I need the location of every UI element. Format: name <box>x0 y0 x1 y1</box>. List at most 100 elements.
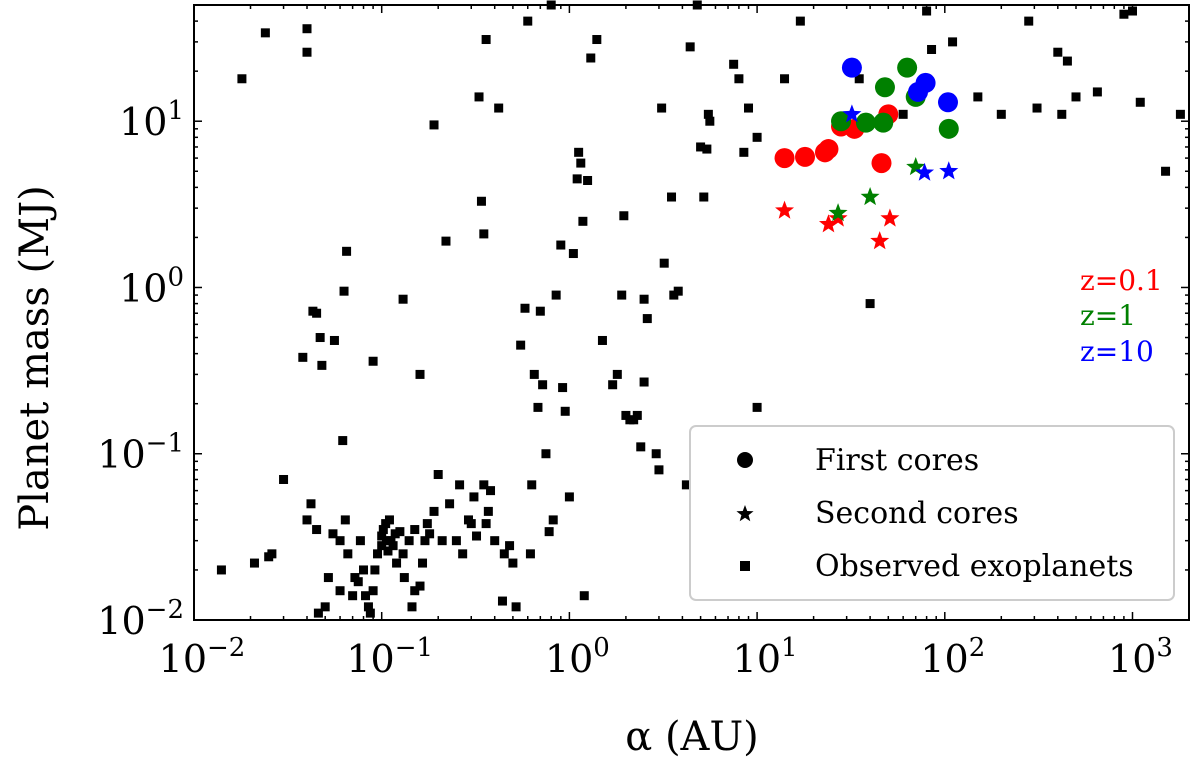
exoplanet-point <box>490 536 500 546</box>
first-core-point <box>855 112 876 133</box>
exoplanet-point <box>1062 56 1072 66</box>
exoplanet-point <box>564 492 574 502</box>
exoplanet-point <box>636 442 646 452</box>
exoplanet-point <box>302 47 312 57</box>
legend-box <box>689 425 1175 601</box>
exoplanet-point <box>373 549 383 559</box>
y-axis-title: Planet mass (MJ) <box>12 185 58 531</box>
exoplanet-point <box>335 586 345 596</box>
exoplanet-point <box>368 356 378 366</box>
exoplanet-point <box>927 44 937 54</box>
exoplanet-point <box>302 515 312 525</box>
axis-ticks: 10−2 10−1 100 101 102 103 10−2 10−1 100 101 <box>97 4 1190 681</box>
legend-square-icon <box>740 561 750 571</box>
legend-label-second-cores: Second cores <box>815 496 1019 531</box>
exoplanet-point <box>312 525 322 535</box>
exoplanet-point <box>560 406 570 416</box>
exoplanet-point <box>592 35 602 45</box>
exoplanet-point <box>237 74 247 84</box>
first-core-point <box>915 72 936 93</box>
exoplanet-point <box>1032 103 1042 113</box>
x-tick-label: 102 <box>920 633 985 681</box>
exoplanet-point <box>996 109 1006 119</box>
exoplanet-point <box>520 303 530 313</box>
exoplanet-point <box>410 525 420 535</box>
exoplanet-point <box>654 465 664 475</box>
exoplanet-point <box>353 577 363 587</box>
exoplanet-point <box>338 436 348 446</box>
legend-star-icon <box>736 505 754 522</box>
x-tick-label: 101 <box>733 633 798 681</box>
exoplanet-point <box>368 586 378 596</box>
legend-circle-icon <box>737 452 753 468</box>
exoplanet-point <box>673 286 683 296</box>
exoplanet-point <box>583 175 593 185</box>
exoplanet-point <box>578 216 588 226</box>
exoplanet-point <box>523 16 533 26</box>
exoplanet-point <box>586 53 596 63</box>
exoplanet-point <box>298 352 308 362</box>
exoplanet-point <box>329 335 339 345</box>
second-core-point <box>870 231 890 250</box>
annotation-z-1: z=1 <box>1080 299 1136 332</box>
exoplanet-point <box>343 549 353 559</box>
exoplanet-point <box>639 377 649 387</box>
exoplanet-point <box>328 529 338 539</box>
exoplanet-point <box>260 28 270 38</box>
exoplanet-point <box>608 380 618 390</box>
exoplanet-point <box>865 299 875 309</box>
exoplanet-point <box>752 402 762 412</box>
exoplanet-point <box>398 294 408 304</box>
exoplanet-point <box>499 549 509 559</box>
exoplanet-point <box>398 549 408 559</box>
exoplanet-point <box>407 602 417 612</box>
exoplanet-point <box>703 109 713 119</box>
exoplanet-point <box>632 410 642 420</box>
exoplanet-point <box>705 116 715 126</box>
exoplanet-point <box>365 608 375 618</box>
first-core-point <box>818 139 839 160</box>
exoplanet-point <box>529 369 539 379</box>
exoplanet-point <box>267 549 277 559</box>
second-core-point <box>939 161 959 180</box>
y-tick-label: 10−1 <box>97 429 184 477</box>
x-tick-label: 100 <box>545 633 610 681</box>
exoplanet-point <box>335 536 345 546</box>
exoplanet-point <box>388 541 398 551</box>
exoplanet-point <box>734 74 744 84</box>
second-core-point <box>880 208 900 227</box>
exoplanet-point <box>433 470 443 480</box>
exoplanet-point <box>948 37 958 47</box>
exoplanet-point <box>404 536 414 546</box>
exoplanet-point <box>429 120 439 130</box>
exoplanet-point <box>441 236 451 246</box>
exoplanet-point <box>533 402 543 412</box>
exoplanet-point <box>361 591 371 601</box>
exoplanet-point <box>1024 16 1034 26</box>
exoplanet-point <box>511 602 521 612</box>
x-tick-label: 10−1 <box>346 633 433 681</box>
second-core-point <box>828 208 848 227</box>
exoplanet-point <box>558 383 568 393</box>
x-axis-title: α (AU) <box>625 714 759 760</box>
exoplanet-point <box>395 527 405 537</box>
exoplanet-point <box>576 158 586 168</box>
exoplanet-point <box>466 519 476 529</box>
exoplanet-point <box>422 519 432 529</box>
first-core-point <box>874 77 895 98</box>
exoplanet-point <box>425 529 435 539</box>
exoplanet-point <box>1175 109 1185 119</box>
exoplanet-point <box>313 608 323 618</box>
exoplanet-point <box>780 74 790 84</box>
exoplanet-point <box>437 536 447 546</box>
exoplanet-point <box>651 449 661 459</box>
exoplanet-point <box>541 449 551 459</box>
exoplanet-point <box>854 74 864 84</box>
exoplanet-point <box>476 196 486 206</box>
exoplanet-point <box>323 573 333 583</box>
z-annotations: z=0.1 z=1 z=10 <box>1080 264 1163 368</box>
exoplanet-point <box>744 103 754 113</box>
exoplanet-point <box>418 558 428 568</box>
first-core-point <box>841 57 862 78</box>
legend-label-observed-exoplanets: Observed exoplanets <box>815 549 1134 584</box>
